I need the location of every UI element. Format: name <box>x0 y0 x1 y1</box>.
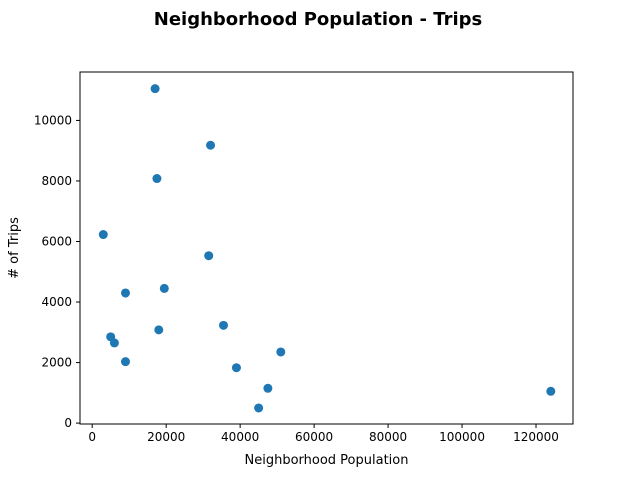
scatter-point <box>159 283 169 293</box>
y-axis-ticks: 0 2000 4000 6000 8000 10000 <box>34 113 80 430</box>
scatter-point <box>206 140 216 150</box>
scatter-point <box>152 174 162 184</box>
x-tick-label: 60000 <box>295 430 333 444</box>
scatter-point <box>254 403 264 413</box>
x-tick-label: 0 <box>88 430 96 444</box>
scatter-point <box>204 251 214 261</box>
x-tick-label: 20000 <box>147 430 185 444</box>
x-tick-label: 100000 <box>439 430 485 444</box>
scatter-point <box>98 230 108 240</box>
data-points <box>98 84 556 413</box>
y-tick-label: 6000 <box>41 234 72 248</box>
y-tick-label: 4000 <box>41 295 72 309</box>
scatter-point <box>276 347 286 357</box>
scatter-point <box>218 320 228 330</box>
x-tick-label: 40000 <box>221 430 259 444</box>
scatter-point <box>120 288 130 298</box>
y-axis-label: # of Trips <box>7 217 22 279</box>
scatter-point <box>120 357 130 367</box>
x-tick-label: 80000 <box>369 430 407 444</box>
scatter-point <box>231 363 241 373</box>
x-axis-ticks: 0 20000 40000 60000 80000 100000 120000 <box>88 424 559 444</box>
scatter-point <box>150 84 160 94</box>
scatter-point <box>154 325 164 335</box>
x-axis-label: Neighborhood Population <box>245 453 409 468</box>
y-tick-label: 8000 <box>41 174 72 188</box>
y-tick-label: 0 <box>64 416 72 430</box>
plot-frame <box>79 71 574 425</box>
chart-title: Neighborhood Population - Trips <box>154 9 482 30</box>
y-tick-label: 2000 <box>41 356 72 370</box>
x-tick-label: 120000 <box>513 430 559 444</box>
scatter-point <box>546 386 556 396</box>
y-tick-label: 10000 <box>34 113 72 127</box>
scatter-point <box>263 383 273 393</box>
scatter-point <box>109 338 119 348</box>
